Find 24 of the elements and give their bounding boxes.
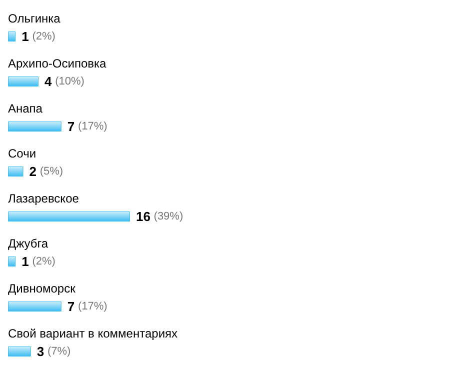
bar [8,256,16,266]
y-tick-label: Архипо-Осиповка [8,56,107,70]
y-tick-label: Сочи [8,146,36,160]
data-label: 7 (17%) [67,119,108,134]
data-label: 1 (2%) [22,254,56,269]
bar [8,346,31,356]
y-tick-label: Свой вариант в комментариях [8,326,178,340]
y-tick-label: Анапа [8,102,43,116]
data-label: 16 (39%) [136,209,184,224]
y-tick-label: Дивноморск [8,282,76,296]
data-label: 1 (2%) [22,29,56,44]
bar [8,122,62,132]
y-tick-label: Ольгинка [8,12,61,26]
y-tick-label: Лазаревское [8,192,80,206]
bar [8,76,38,86]
data-label: 2 (5%) [29,164,64,179]
bar [8,32,16,42]
y-tick-label: Джубга [8,236,48,250]
data-label: 7 (17%) [67,299,108,314]
bar [8,212,130,222]
bar [8,302,62,312]
data-label: 3 (7%) [36,344,71,359]
data-label: 4 (10%) [44,74,84,89]
bar [8,166,24,176]
